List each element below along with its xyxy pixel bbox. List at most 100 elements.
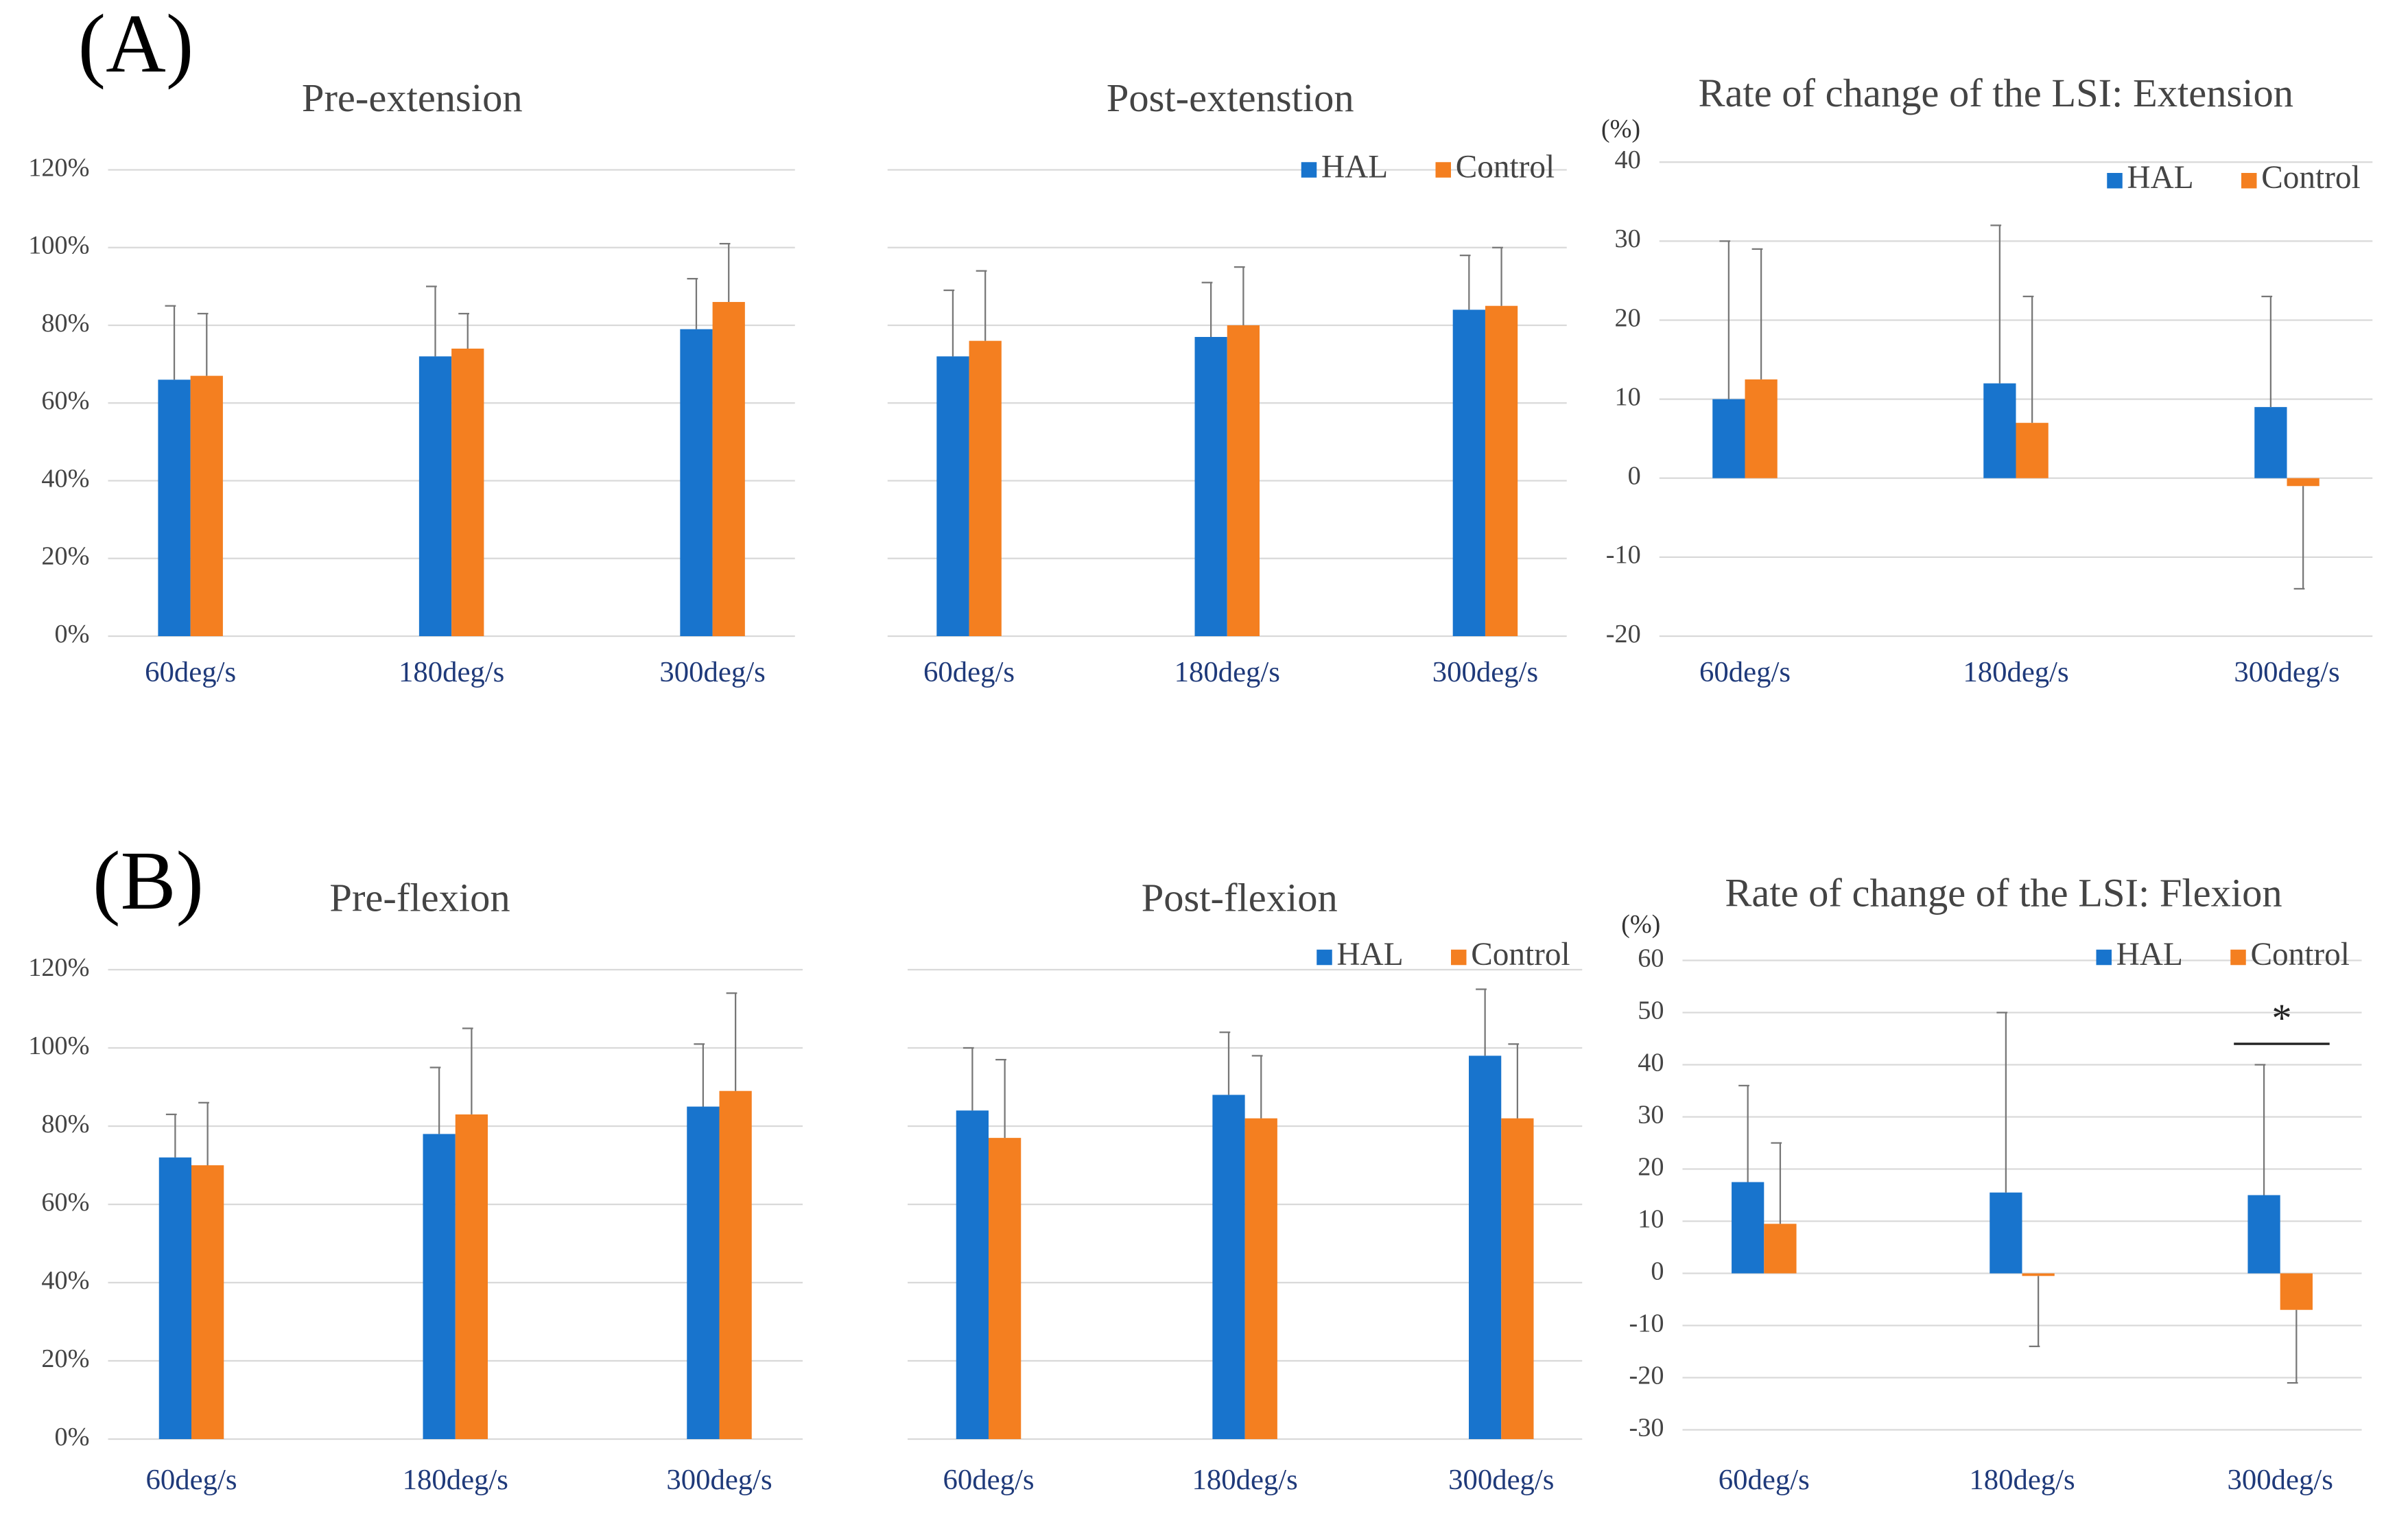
y-tick-label: -10 — [1629, 1309, 1664, 1338]
legend-swatch — [1435, 162, 1451, 178]
chart-title: Post-extenstion — [1107, 75, 1354, 120]
bar — [969, 340, 1002, 637]
y-tick-label: 80% — [41, 309, 89, 338]
y-tick-label: 80% — [41, 1110, 89, 1138]
x-tick-label: 300deg/s — [2228, 1464, 2333, 1496]
x-tick-label: 300deg/s — [666, 1464, 772, 1496]
chart-title: Post-flexion — [1142, 875, 1338, 920]
bar — [423, 1134, 456, 1440]
y-tick-label: 60 — [1638, 944, 1664, 972]
legend-label: Control — [2261, 160, 2360, 196]
x-tick-label: 60deg/s — [1719, 1464, 1810, 1496]
y-tick-label: 60% — [41, 1188, 89, 1217]
x-tick-label: 180deg/s — [1192, 1464, 1297, 1496]
y-tick-label: 40% — [41, 1266, 89, 1295]
bar — [1501, 1118, 1534, 1440]
legend-swatch — [1451, 949, 1467, 966]
y-tick-label: 20 — [1615, 303, 1641, 332]
x-tick-label: 60deg/s — [1699, 656, 1791, 688]
y-tick-label: 20 — [1638, 1152, 1664, 1181]
y-tick-label: 30 — [1638, 1100, 1664, 1129]
x-tick-label: 180deg/s — [1963, 656, 2068, 688]
chart-title: Pre-flexion — [329, 875, 510, 920]
bar — [1469, 1055, 1502, 1440]
x-tick-label: 180deg/s — [1969, 1464, 2075, 1496]
chart-title: Pre-extension — [302, 75, 523, 120]
y-tick-label: 30 — [1615, 224, 1641, 253]
bar — [455, 1114, 488, 1440]
bar — [2254, 407, 2287, 478]
y-tick-label: 120% — [28, 153, 89, 182]
annotation: * — [2271, 996, 2291, 1040]
bar — [418, 356, 452, 637]
y-axis-label: (%) — [1621, 910, 1660, 939]
legend-label: Control — [2251, 937, 2350, 972]
legend-label: HAL — [1321, 149, 1388, 185]
y-tick-label: 40 — [1638, 1048, 1664, 1077]
legend-swatch — [2230, 949, 2246, 966]
bar — [956, 1110, 989, 1440]
y-tick-label: 60% — [41, 386, 89, 415]
legend-swatch — [1301, 162, 1317, 178]
bar — [2022, 1273, 2055, 1276]
bar — [2280, 1273, 2313, 1310]
y-axis-label: (%) — [1601, 115, 1640, 143]
bar — [1227, 325, 1260, 637]
bar — [2287, 478, 2320, 487]
y-tick-label: 40 — [1615, 145, 1641, 174]
panel-label: (A) — [78, 0, 194, 90]
y-tick-label: 10 — [1615, 382, 1641, 411]
y-tick-label: 120% — [28, 953, 89, 982]
x-tick-label: 180deg/s — [399, 656, 504, 688]
y-tick-label: 40% — [41, 464, 89, 493]
y-tick-label: 20% — [41, 1344, 89, 1373]
y-tick-label: 100% — [28, 231, 89, 260]
x-tick-label: 60deg/s — [943, 1464, 1034, 1496]
y-tick-label: 0% — [55, 1423, 90, 1451]
bar — [158, 1157, 191, 1440]
x-tick-label: 300deg/s — [659, 656, 765, 688]
y-tick-label: -30 — [1629, 1413, 1664, 1442]
x-tick-label: 60deg/s — [145, 656, 236, 688]
legend-swatch — [1317, 949, 1332, 966]
y-tick-label: 0 — [1651, 1257, 1664, 1285]
legend-label: Control — [1456, 149, 1555, 185]
bar — [1194, 337, 1227, 637]
panel-label: (B) — [93, 835, 204, 927]
x-tick-label: 300deg/s — [1432, 656, 1538, 688]
bar — [988, 1138, 1022, 1440]
chart-title: Rate of change of the LSI: Flexion — [1725, 871, 2282, 915]
bar — [191, 1165, 224, 1440]
y-tick-label: 20% — [41, 542, 89, 571]
x-tick-label: 180deg/s — [403, 1464, 508, 1496]
y-tick-label: 10 — [1638, 1204, 1664, 1233]
bar — [1244, 1118, 1277, 1440]
y-tick-label: -20 — [1606, 620, 1641, 649]
bar — [451, 348, 484, 637]
x-tick-label: 300deg/s — [2234, 656, 2339, 688]
y-tick-label: 0 — [1628, 462, 1641, 491]
bar — [1990, 1192, 2022, 1274]
bar — [1452, 310, 1485, 637]
y-tick-label: 50 — [1638, 996, 1664, 1025]
bar — [190, 375, 223, 637]
bar — [687, 1106, 720, 1440]
legend-label: HAL — [2127, 160, 2194, 196]
bar — [936, 356, 969, 637]
legend-swatch — [2096, 949, 2112, 966]
bar — [680, 329, 713, 637]
bar — [158, 380, 191, 637]
y-tick-label: 100% — [28, 1031, 89, 1060]
x-tick-label: 300deg/s — [1448, 1464, 1554, 1496]
bar — [719, 1090, 752, 1440]
x-tick-label: 180deg/s — [1175, 656, 1280, 688]
bar — [1732, 1182, 1764, 1274]
bar — [712, 302, 745, 637]
bar — [1764, 1224, 1797, 1274]
y-tick-label: 0% — [55, 620, 90, 649]
bar — [1712, 399, 1745, 478]
bar — [1745, 379, 1778, 478]
bar — [2016, 423, 2049, 478]
